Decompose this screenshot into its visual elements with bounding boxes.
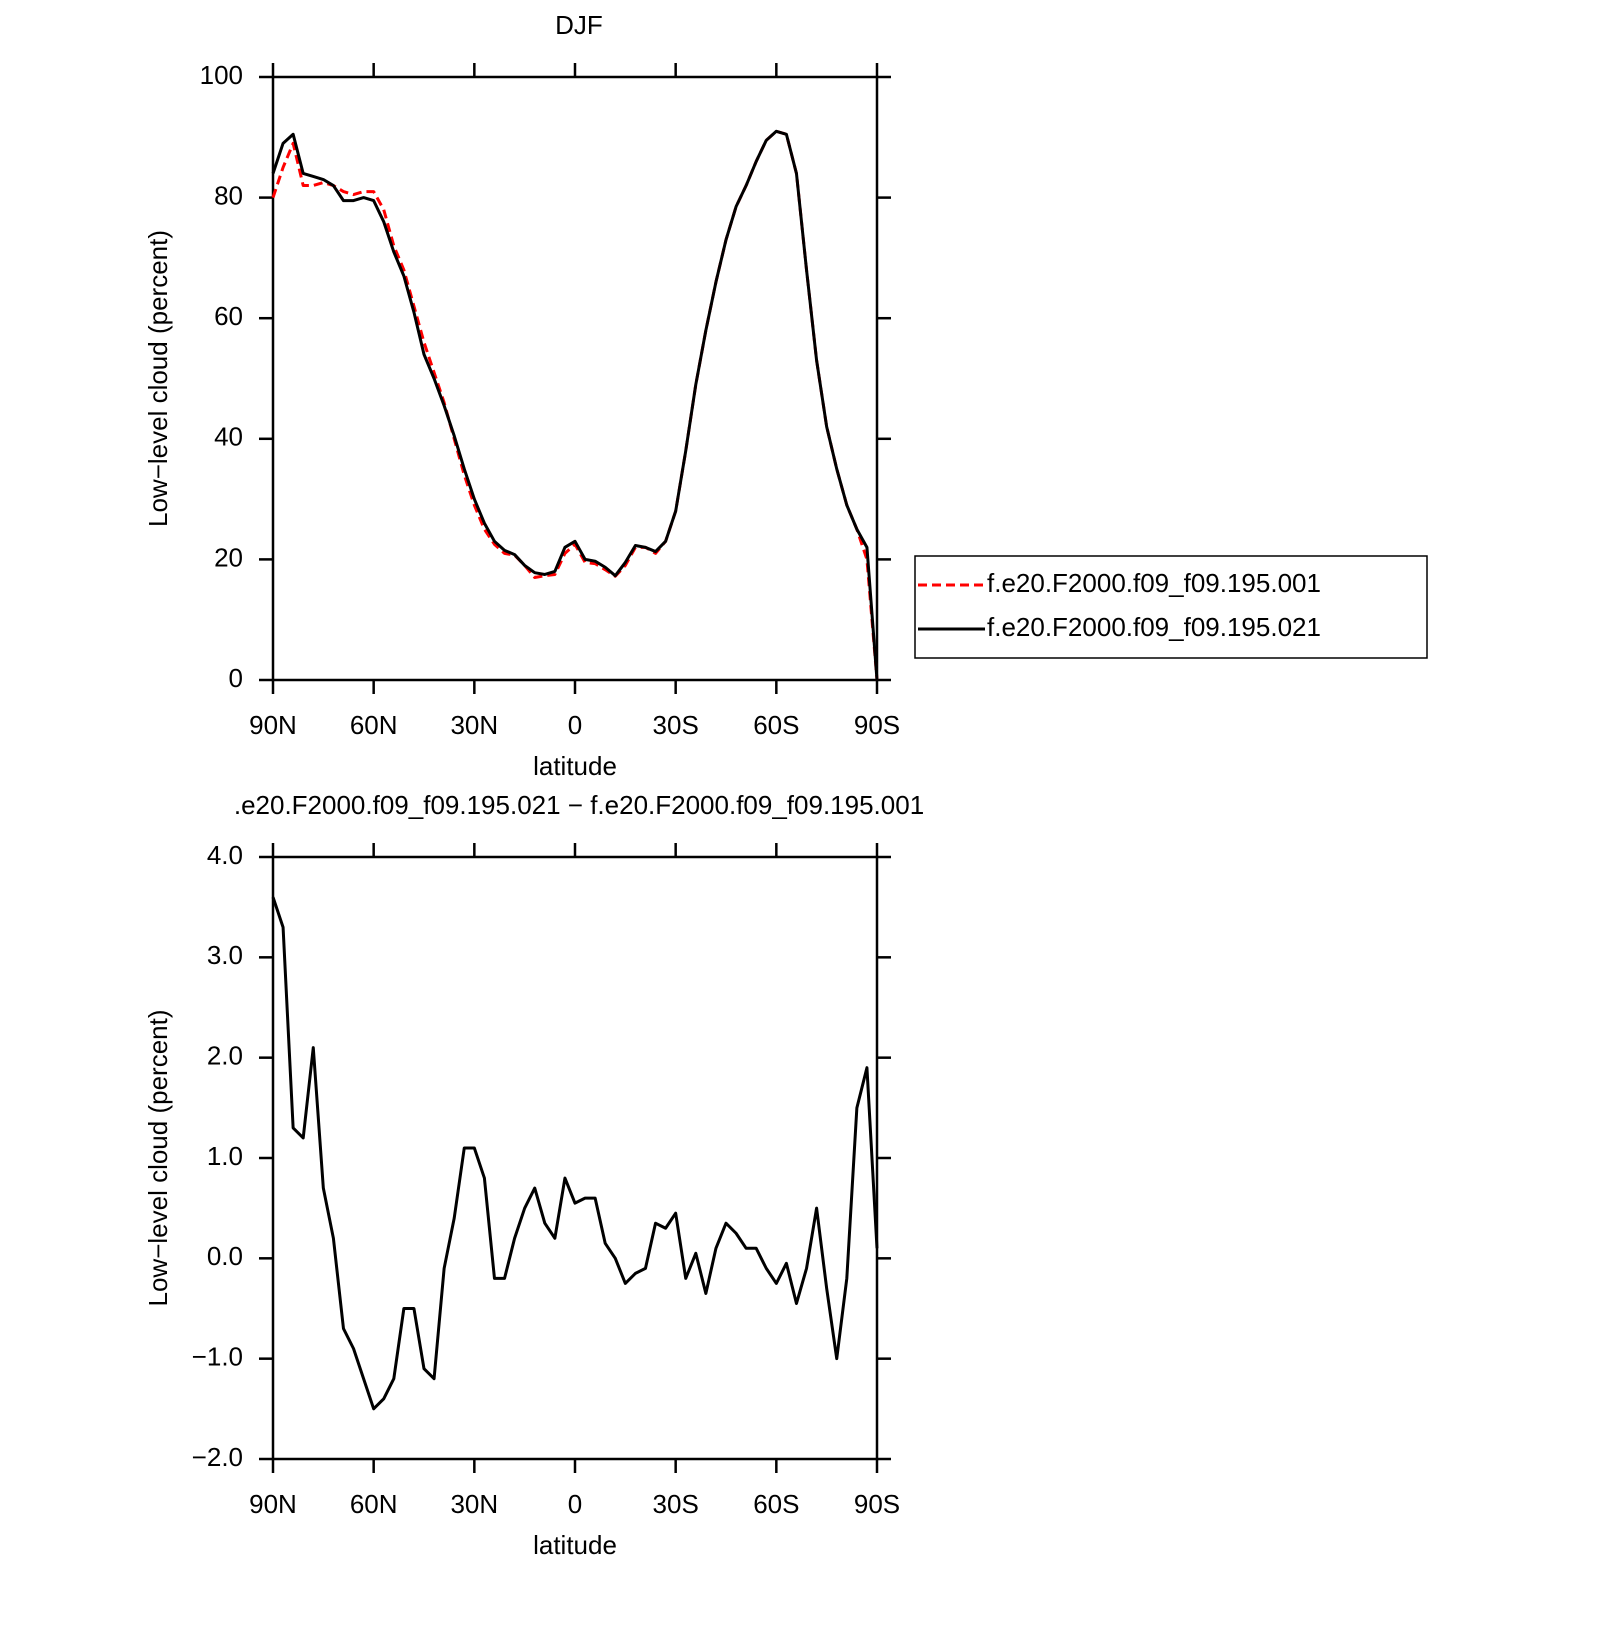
x-tick-label: 90N [249,710,297,740]
plot-frame [271,75,879,682]
y-tick-label: −2.0 [192,1442,243,1472]
y-tick-label: −1.0 [192,1342,243,1372]
x-tick-label: 90S [854,1489,900,1519]
data-line [271,129,879,681]
y-tick-label: 100 [200,60,243,90]
legend-label: f.e20.F2000.f09_f09.195.021 [987,612,1321,642]
x-tick-label: 60S [753,710,799,740]
plot-frame [271,855,879,1461]
x-tick-label: 90N [249,1489,297,1519]
y-tick-label: 0 [229,663,243,693]
y-tick-label: 2.0 [207,1041,243,1071]
y-tick-label: 1.0 [207,1141,243,1171]
data-line [271,129,879,681]
x-tick-label: 30S [653,1489,699,1519]
y-axis-label: Low−level cloud (percent) [143,230,173,527]
x-tick-label: 0 [568,710,582,740]
y-axis-label: Low−level cloud (percent) [143,1010,173,1307]
y-tick-label: 40 [214,422,243,452]
y-tick-label: 80 [214,180,243,210]
x-tick-label: 60N [350,710,398,740]
x-tick-label: 0 [568,1489,582,1519]
y-tick-label: 0.0 [207,1241,243,1271]
x-tick-label: 90S [854,710,900,740]
x-axis-label: latitude [533,1530,617,1560]
y-tick-label: 4.0 [207,840,243,870]
legend-label: f.e20.F2000.f09_f09.195.001 [987,568,1321,598]
x-tick-label: 30N [450,710,498,740]
data-line [271,896,879,1411]
chart-title: DJF [555,10,603,40]
y-tick-label: 20 [214,542,243,572]
legend-box [914,555,1428,659]
x-tick-label: 30S [653,710,699,740]
x-tick-label: 60S [753,1489,799,1519]
x-tick-label: 30N [450,1489,498,1519]
x-axis-label: latitude [533,751,617,781]
x-tick-label: 60N [350,1489,398,1519]
y-tick-label: 60 [214,301,243,331]
chart-title: .e20.F2000.f09_f09.195.021 − f.e20.F2000… [234,790,924,820]
y-tick-label: 3.0 [207,940,243,970]
